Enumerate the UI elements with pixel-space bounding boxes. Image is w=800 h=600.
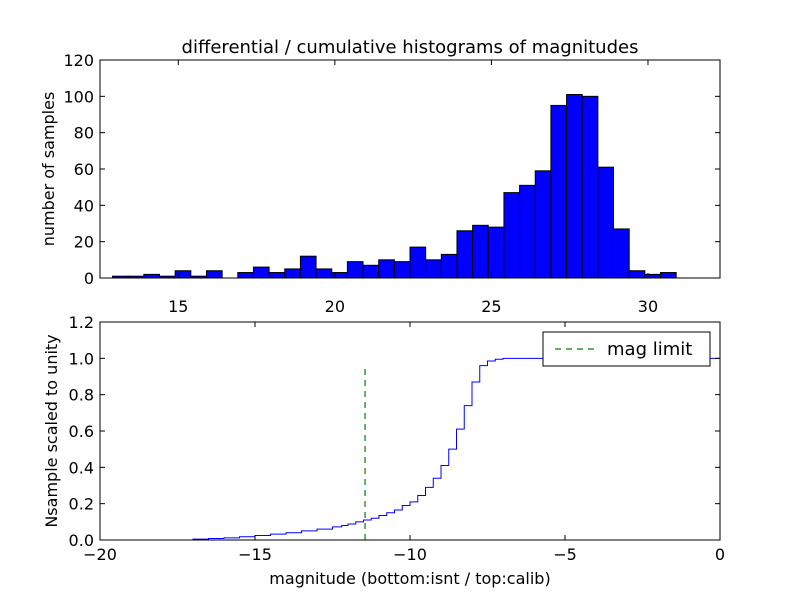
histogram-xtick-label: 25	[481, 297, 501, 316]
histogram-ytick-label: 80	[74, 124, 94, 143]
cumulative-lines	[100, 357, 721, 541]
histogram-bar	[331, 272, 348, 279]
histogram-ticks: 0 20 40 60 80 100 120 15 20 25 30	[63, 51, 720, 316]
histogram-bar	[237, 272, 254, 279]
histogram-bar	[425, 259, 442, 279]
histogram-bars	[112, 94, 677, 279]
histogram-bar	[534, 170, 552, 279]
histogram-bar	[268, 272, 286, 279]
histogram-bar	[550, 104, 568, 279]
histogram-bar	[628, 270, 646, 279]
cumulative-ytick-label: 1.0	[69, 349, 94, 368]
histogram-bar	[613, 228, 630, 279]
cumulative-ytick-label: 1.2	[69, 313, 94, 332]
cumulative-frame	[99, 321, 721, 541]
cumulative-ytick-label: 0.8	[69, 386, 94, 405]
histogram-bar	[597, 166, 615, 279]
cumulative-ytick-label: 0.6	[69, 422, 94, 441]
cumulative-xtick-label: −5	[553, 545, 577, 564]
histogram-ytick-label: 0	[84, 269, 94, 288]
cumulative-xtick-label: −10	[393, 545, 427, 564]
histogram-bar	[346, 261, 364, 279]
cumulative-xtick-label: −15	[238, 545, 272, 564]
histogram-ytick-label: 20	[74, 233, 94, 252]
cumulative-xtick-label: −20	[83, 545, 117, 564]
histogram-ylabel: number of samples	[39, 92, 58, 247]
cumulative-ylabel: Nsample scaled to unity	[42, 334, 61, 527]
histogram-bar	[660, 272, 677, 279]
cumulative-xlabel: magnitude (bottom:isnt / top:calib)	[269, 569, 550, 588]
legend-label: mag limit	[607, 339, 692, 360]
histogram-bar	[299, 255, 317, 279]
histogram-ytick-label: 40	[74, 196, 94, 215]
histogram-bar	[487, 226, 505, 279]
histogram-xtick-label: 30	[638, 297, 658, 316]
histogram-ytick-label: 60	[74, 160, 94, 179]
legend: mag limit	[542, 331, 711, 367]
histogram-bar	[519, 184, 536, 279]
histogram-bar	[503, 192, 521, 279]
histogram-bar	[456, 230, 474, 279]
cumulative-ticks: 0.0 0.2 0.4 0.6 0.8 1.0 1.2 −20 −15 −10 −5 0	[69, 313, 726, 564]
histogram-bar	[205, 270, 223, 279]
histogram-bar	[566, 94, 583, 279]
histogram-bar	[581, 95, 599, 279]
histogram-bar	[440, 253, 458, 279]
histogram-xtick-label: 20	[325, 297, 345, 316]
histogram-bar	[315, 268, 333, 279]
histogram-frame	[99, 59, 721, 279]
histogram-bar	[143, 273, 160, 279]
histogram-bar	[409, 246, 427, 279]
histogram-bar	[284, 268, 301, 279]
histogram-bar	[644, 273, 662, 279]
histogram-bar	[378, 259, 395, 279]
cumulative-xtick-label: 0	[715, 545, 725, 564]
histogram-bar	[393, 261, 411, 279]
histogram-bar	[362, 264, 380, 279]
histogram-panel: 0 20 40 60 80 100 120 15 20 25 30 number of sample…	[39, 51, 721, 316]
histogram-ytick-label: 120	[63, 51, 94, 70]
cumulative-step-line	[100, 357, 721, 541]
histogram-bar	[252, 266, 270, 279]
chart-title: differential / cumulative histograms of …	[182, 37, 639, 58]
cumulative-panel: 0.0 0.2 0.4 0.6 0.8 1.0 1.2 −20 −15 −10 −5 0 Nsampl…	[42, 313, 725, 588]
cumulative-ytick-label: 0.2	[69, 495, 94, 514]
histogram-xtick-label: 15	[168, 297, 188, 316]
cumulative-ytick-label: 0.0	[69, 531, 94, 550]
cumulative-ytick-label: 0.4	[69, 458, 94, 477]
histogram-ytick-label: 100	[63, 87, 94, 106]
histogram-bar	[174, 270, 192, 279]
histogram-bar	[472, 224, 489, 279]
